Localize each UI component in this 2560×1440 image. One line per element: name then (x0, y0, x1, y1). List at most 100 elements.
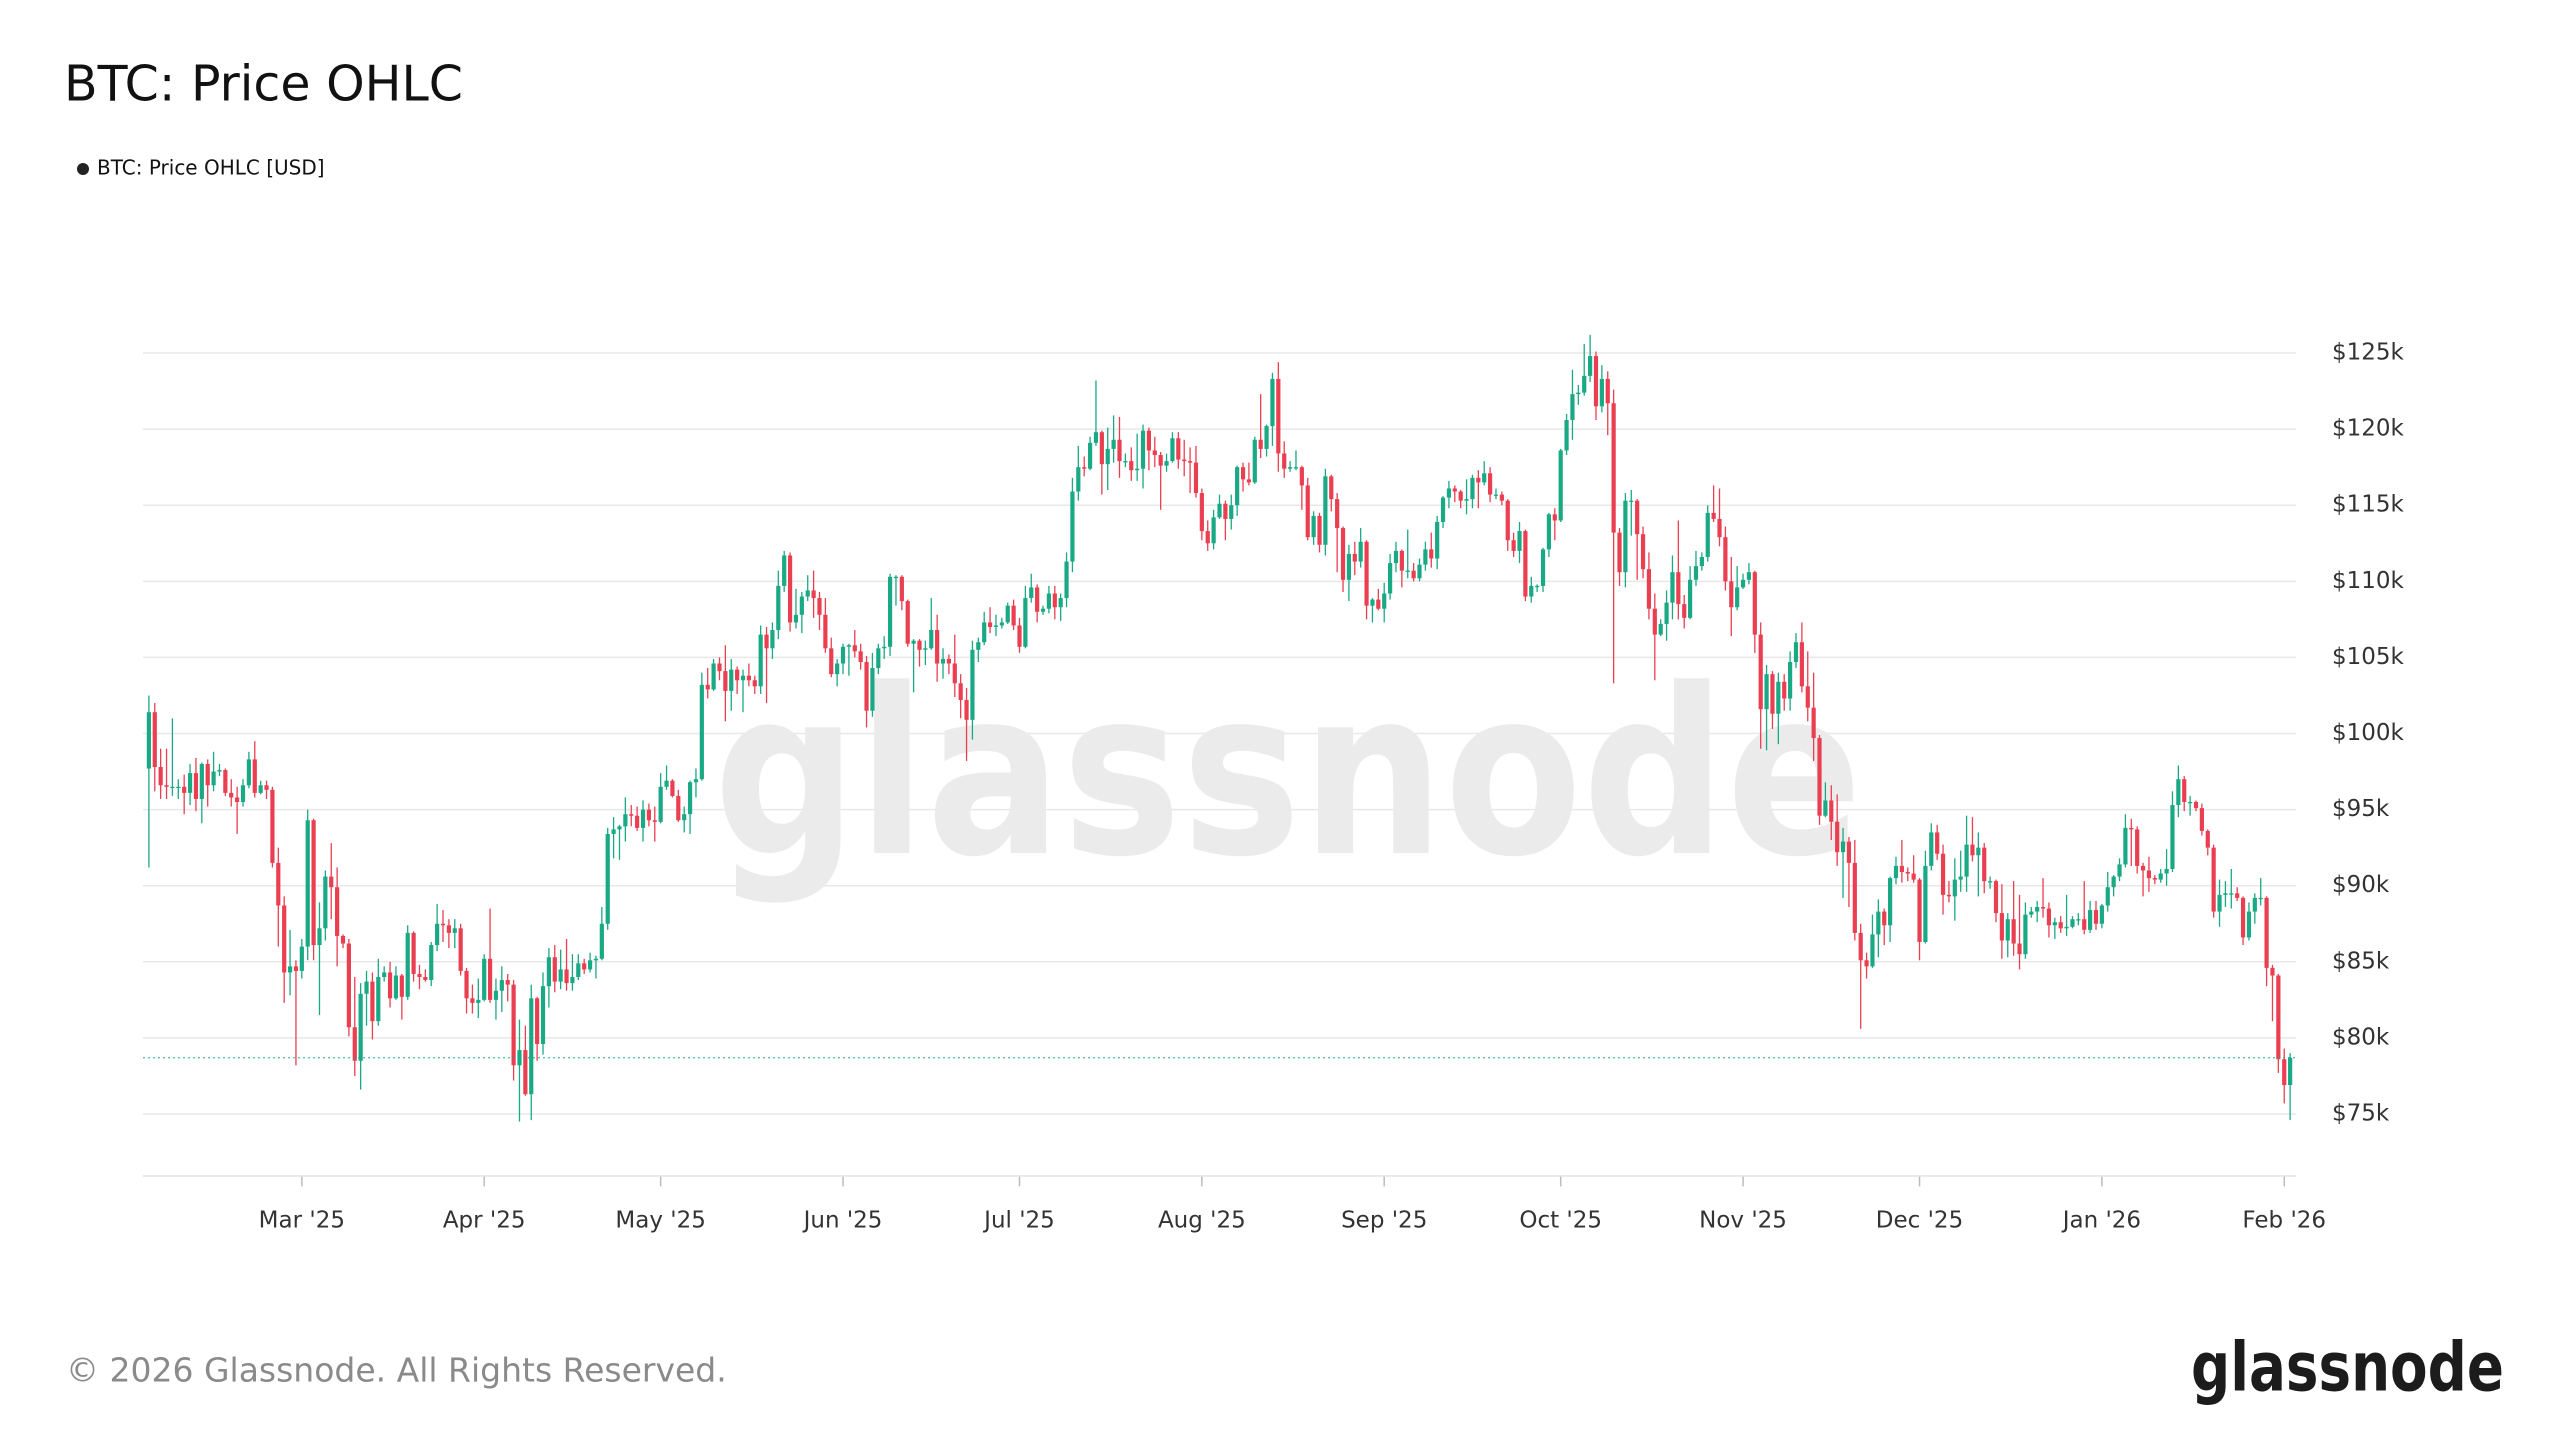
candle-body (1270, 378, 1275, 427)
candle-body (2235, 893, 2240, 898)
x-tick-label: Jul '25 (982, 1208, 1055, 1234)
candle-body (1529, 585, 1534, 597)
candle-body (1970, 844, 1975, 856)
candle-body (2188, 802, 2193, 804)
candle-body (952, 663, 957, 684)
candle-body (782, 555, 787, 586)
x-tick-label: Jun '25 (802, 1208, 883, 1234)
candle-body (1576, 392, 1581, 395)
candle-body (499, 980, 504, 991)
candle-body (829, 648, 834, 675)
candle-body (1511, 540, 1516, 551)
candle-body (1652, 608, 1657, 635)
candle-body (799, 596, 804, 615)
candle-body (2246, 911, 2252, 938)
candle-body (1317, 515, 1322, 545)
candle-body (1299, 467, 1304, 486)
candle-body (576, 963, 581, 978)
y-tick-label: $90k (2332, 872, 2390, 898)
candle-body (1599, 378, 1604, 407)
candle-body (1187, 461, 1193, 463)
candle-body (1046, 593, 1052, 609)
candle-body (2264, 897, 2269, 968)
candle-body (1746, 572, 1752, 580)
candle-body (2029, 911, 2034, 915)
candle-body (2135, 829, 2140, 866)
candle-body (2117, 864, 2122, 877)
candle-body (564, 969, 569, 984)
candle-body (299, 946, 304, 971)
candle-body (1217, 503, 1222, 518)
candle-body (1846, 841, 1852, 863)
candle-body (1264, 426, 1269, 449)
candle-body (287, 966, 293, 973)
candle-body (1476, 477, 1481, 483)
candle-body (1123, 461, 1128, 463)
candle-body (552, 957, 557, 982)
candle-body (1429, 549, 1434, 559)
candle-body (2158, 873, 2163, 880)
candle-body (170, 786, 175, 789)
candle-body (1940, 853, 1946, 895)
candle-body (764, 634, 769, 649)
candle-body (1764, 674, 1769, 710)
candle-body (1076, 467, 1081, 492)
candle-body (1664, 602, 1669, 624)
candle-body (805, 590, 810, 597)
candle-body (370, 981, 375, 1022)
candle-body (1152, 450, 1157, 456)
candle-body (176, 786, 181, 789)
candle-body (2240, 897, 2246, 938)
candle-body (535, 998, 540, 1044)
candle-body (999, 622, 1004, 626)
candle-body (1829, 800, 1834, 822)
candle-body (1929, 832, 1934, 866)
candle-body (1658, 623, 1663, 635)
candle-body (864, 661, 869, 711)
candle-body (2252, 897, 2257, 912)
candle-body (1370, 599, 1375, 606)
candle-body (205, 763, 210, 786)
candle-body (1240, 467, 1246, 480)
candle-body (599, 923, 604, 959)
candle-body (1052, 593, 1057, 608)
candle-body (1570, 394, 1575, 421)
watermark: glassnode (714, 641, 1863, 908)
candle-body (699, 684, 704, 780)
candle-body (1358, 541, 1363, 562)
candle-body (923, 648, 928, 650)
candle-body (1305, 485, 1310, 538)
candle-body (246, 759, 251, 786)
candle-body (1211, 517, 1216, 544)
candle-body (946, 658, 952, 664)
candle-body (1952, 879, 1957, 897)
candle-body (546, 957, 551, 987)
candle-body (758, 634, 763, 687)
candle-body (282, 905, 287, 973)
candle-body (870, 668, 875, 711)
candle-body (1935, 832, 1940, 854)
x-tick-label: Oct '25 (1519, 1208, 1602, 1234)
candle-body (735, 669, 740, 681)
candle-body (1617, 532, 1622, 573)
candle-body (2276, 975, 2281, 1060)
candle-body (1705, 512, 1710, 557)
chart-title: BTC: Price OHLC (64, 56, 463, 113)
candle-body (1117, 439, 1122, 462)
candle-body (1758, 634, 1763, 710)
candle-body (2217, 894, 2222, 912)
candle-body (276, 862, 281, 906)
candle-body (1411, 570, 1416, 579)
candle-body (664, 780, 669, 787)
candle-body (187, 773, 193, 793)
x-tick-label: Jan '26 (2061, 1208, 2141, 1234)
candle-body (1976, 847, 1981, 856)
candle-body (646, 809, 651, 821)
candle-body (2193, 802, 2199, 809)
candle-body (1564, 420, 1569, 451)
y-tick-label: $120k (2332, 416, 2405, 442)
candle-body (1387, 563, 1393, 594)
candle-body (993, 625, 999, 627)
candle-body (964, 700, 969, 720)
candle-body (1346, 553, 1352, 580)
